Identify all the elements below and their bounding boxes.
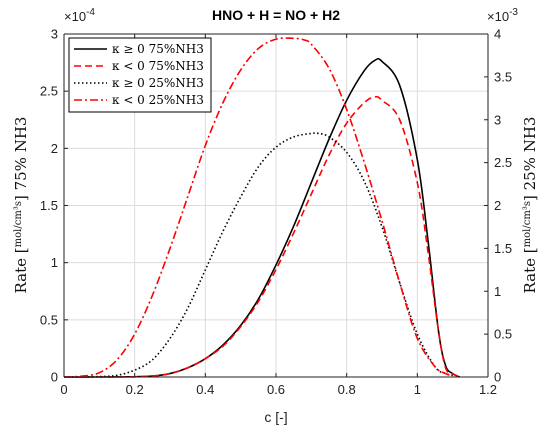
svg-text:Rate [mol/cm³s] 25% NH3: Rate [mol/cm³s] 25% NH3 <box>521 117 539 294</box>
legend-label-3: κ ≥ 0 25%NH3 <box>112 76 204 90</box>
right-y-tick-label: 4 <box>494 27 501 42</box>
left-y-tick-label: 3 <box>51 27 58 42</box>
right-y-tick-label: 3.5 <box>494 69 512 84</box>
left-y-tick-label: 2.5 <box>40 84 58 99</box>
series-line-1 <box>63 57 461 378</box>
x-tick-label: 0.6 <box>267 382 285 397</box>
legend-label-4: κ < 0 25%NH3 <box>112 93 204 107</box>
legend-label-2: κ < 0 75%NH3 <box>112 59 204 73</box>
left-y-tick-label: 1 <box>51 255 58 270</box>
x-tick-label: 0.8 <box>338 382 356 397</box>
svg-text:Rate [mol/cm³s] 75% NH3: Rate [mol/cm³s] 75% NH3 <box>12 117 30 294</box>
axes: 0 0.2 0.4 0.6 0.8 1 1.200.511.522.5300.511.522… <box>40 27 512 398</box>
left-y-tick-label: 1.5 <box>40 198 58 213</box>
x-axis-label: c [-] <box>264 409 287 425</box>
right-y-tick-label: 1.5 <box>494 241 512 256</box>
legend: κ ≥ 0 75%NH3 κ < 0 75%NH3 κ ≥ 0 25%NH3 κ < … <box>68 37 212 113</box>
x-tick-label: 1.2 <box>479 382 497 397</box>
left-y-tick-label: 0.5 <box>40 312 58 327</box>
x-tick-label: 0.4 <box>196 382 214 397</box>
x-tick-label: 0 <box>60 382 67 397</box>
right-y-tick-label: 0.5 <box>494 327 512 342</box>
right-y-tick-label: 1 <box>494 284 501 299</box>
left-axis-exponent: ×10-4 <box>64 7 95 24</box>
series-line-3 <box>63 132 453 378</box>
legend-label-1: κ ≥ 0 75%NH3 <box>112 42 204 56</box>
x-tick-label: 1 <box>414 382 421 397</box>
x-tick-label: 0.2 <box>126 382 144 397</box>
plot-series <box>63 37 461 378</box>
chart-title: HNO + H = NO + H2 <box>212 7 340 23</box>
series-line-2 <box>63 95 461 378</box>
right-axis-exponent: ×10-3 <box>487 7 518 24</box>
right-y-tick-label: 2 <box>494 198 501 213</box>
right-y-axis-label: Rate [mol/cm³s] 25% NH3 <box>521 117 539 294</box>
right-y-tick-label: 2.5 <box>494 155 512 170</box>
left-y-axis-label: Rate [mol/cm³s] 75% NH3 <box>12 117 30 294</box>
left-y-tick-label: 0 <box>51 370 58 385</box>
right-y-tick-label: 3 <box>494 112 501 127</box>
right-y-tick-label: 0 <box>494 370 501 385</box>
left-y-tick-label: 2 <box>51 141 58 156</box>
series-line-4 <box>63 37 453 378</box>
